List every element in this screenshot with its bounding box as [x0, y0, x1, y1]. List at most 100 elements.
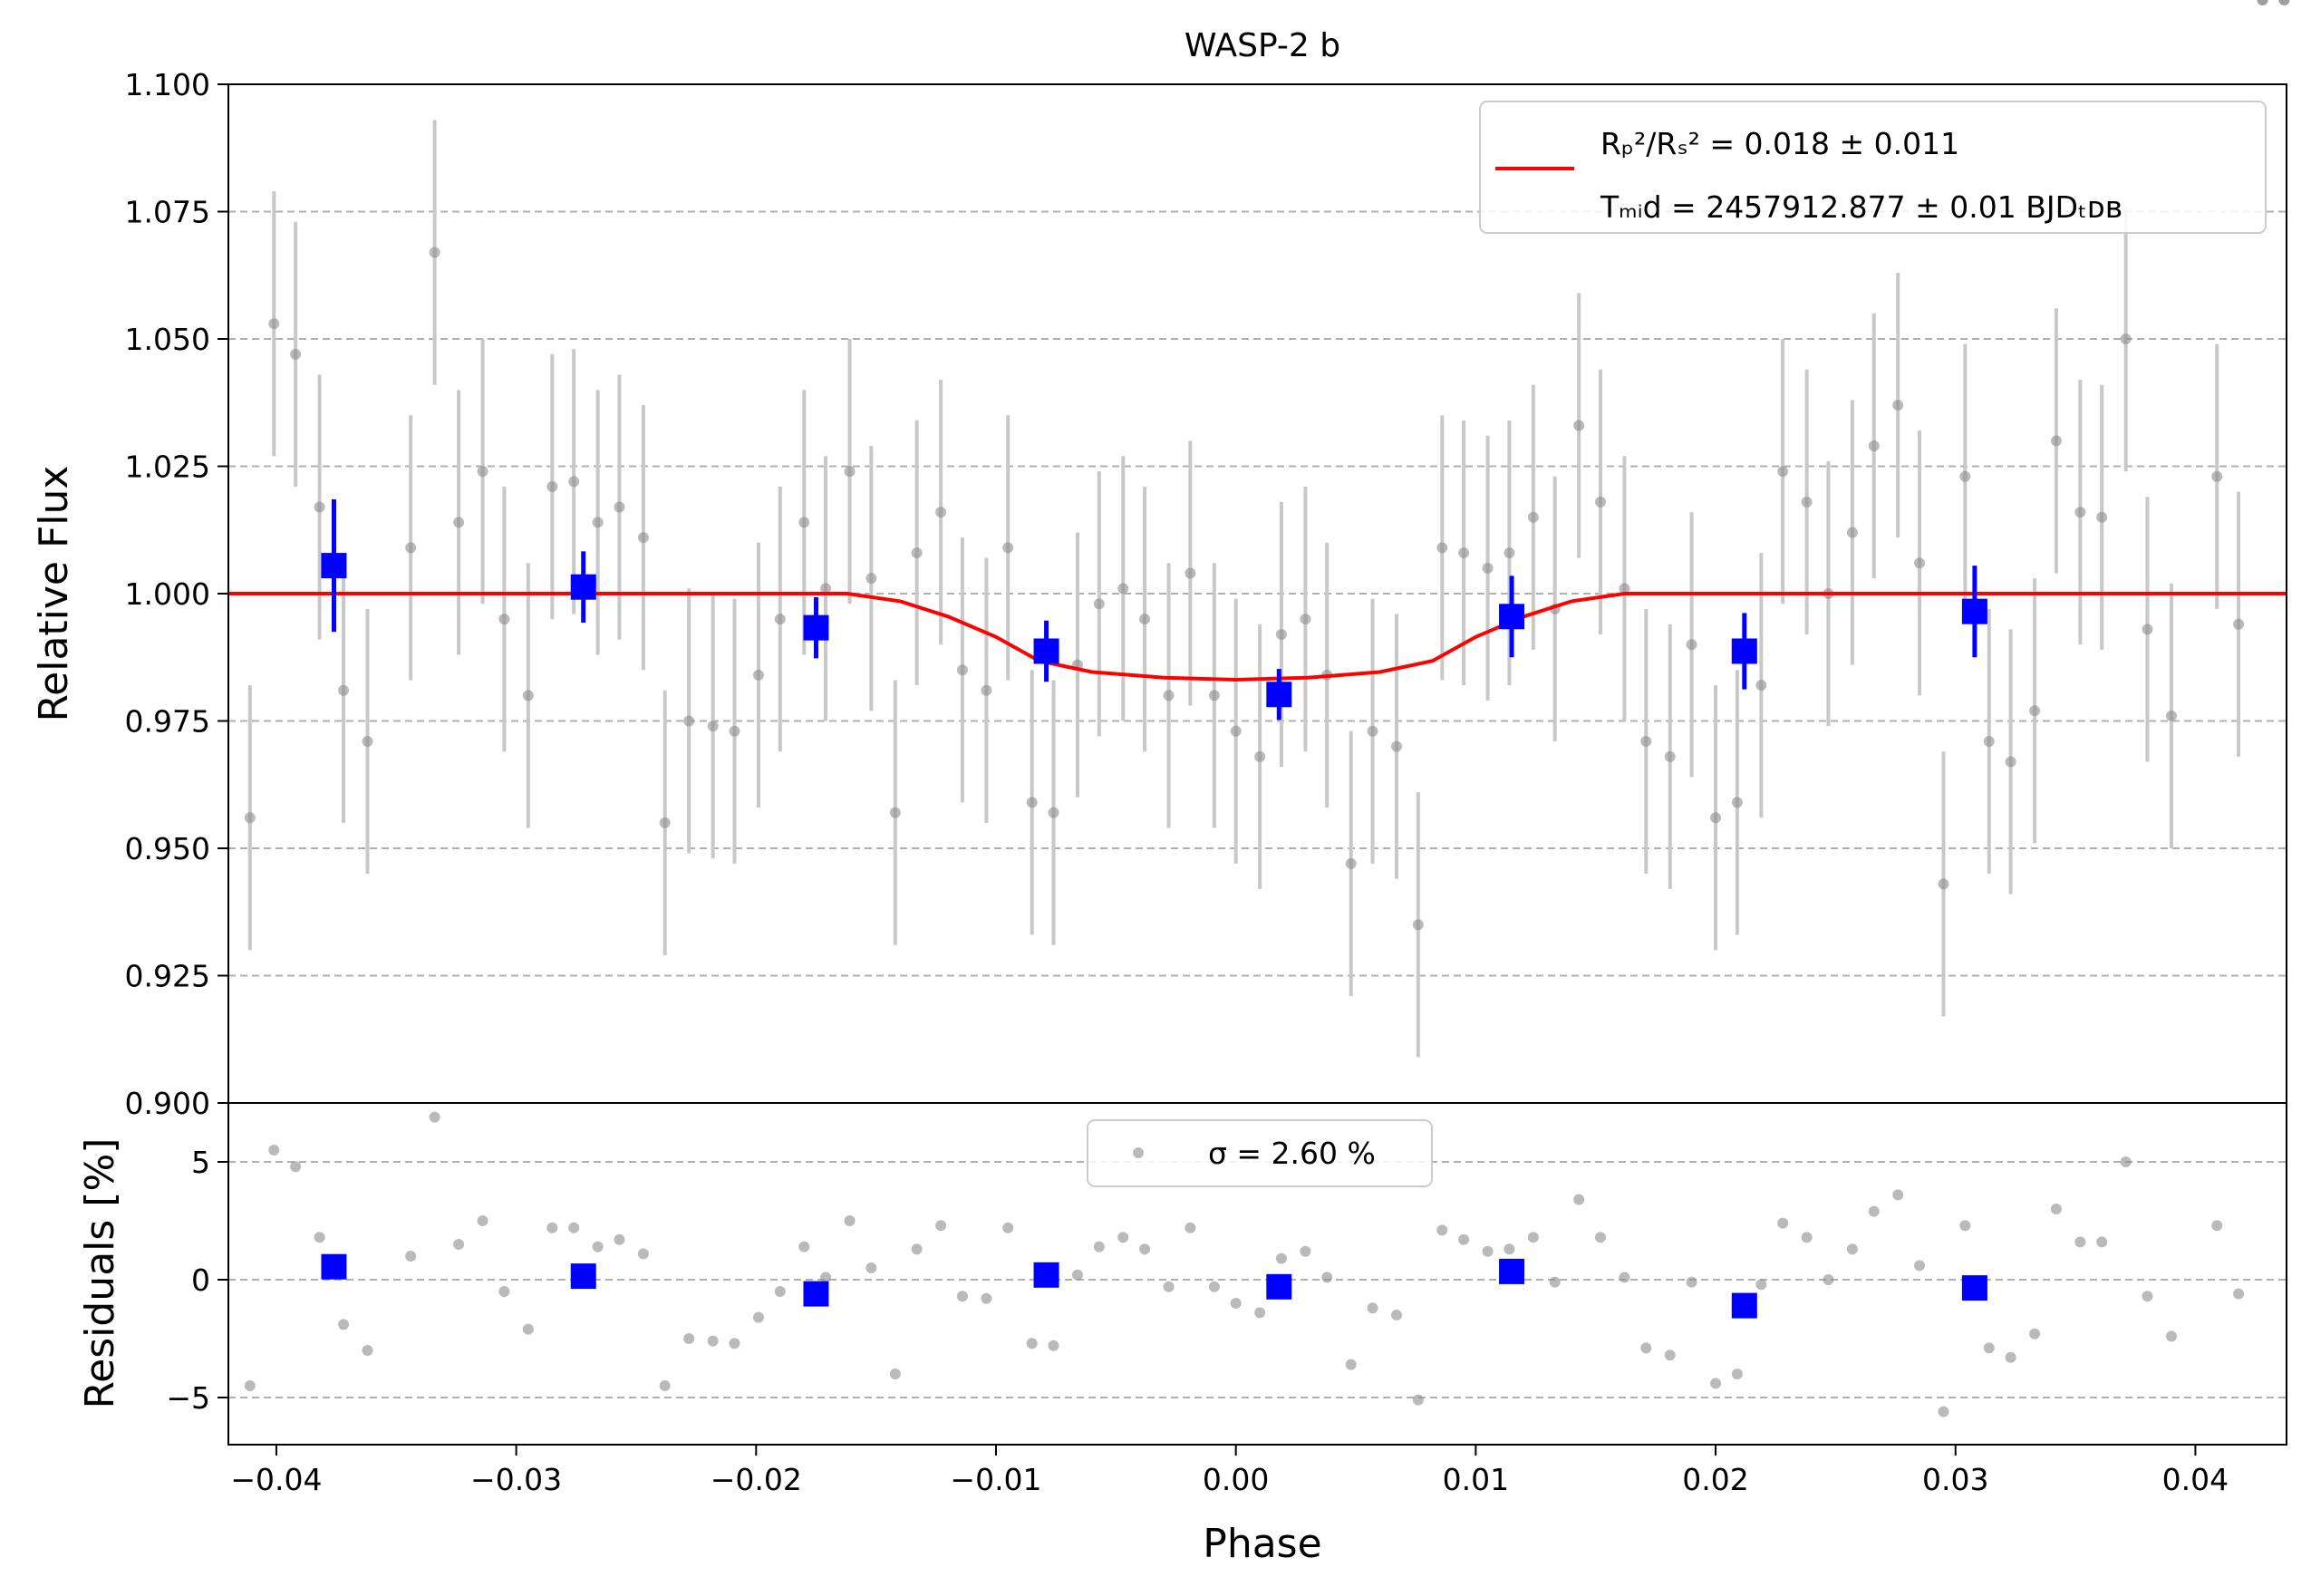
residual-raw-point [1892, 1189, 1904, 1201]
flux-raw-point [2120, 334, 2132, 344]
flux-raw-point [798, 517, 810, 528]
flux-raw-point [244, 812, 256, 824]
flux-legend-box [1479, 101, 2267, 234]
residual-raw-point [1777, 1217, 1789, 1229]
flux-binned-point [1499, 604, 1525, 630]
flux-y-axis-label: Relative Flux [31, 466, 77, 722]
residual-raw-point [1482, 1245, 1494, 1257]
residual-raw-point [2096, 1236, 2108, 1248]
residual-raw-point [1868, 1205, 1880, 1217]
residual-raw-point [1345, 1359, 1357, 1370]
flux-raw-point [268, 318, 280, 330]
flux-raw-point [568, 476, 580, 488]
x-tick-label: −0.02 [711, 1462, 802, 1497]
flux-raw-point [981, 684, 992, 696]
residual-raw-point [1208, 1281, 1220, 1292]
flux-raw-point [2233, 618, 2245, 630]
flux-raw-point [314, 501, 325, 513]
residuals-binned-points [321, 1253, 1987, 1319]
flux-raw-point [752, 669, 764, 681]
residual-binned-point [321, 1253, 347, 1280]
flux-raw-point [1185, 567, 1196, 579]
flux-raw-point [637, 532, 649, 544]
residual-raw-point [1163, 1281, 1175, 1292]
flux-y-tick-label: 0.900 [125, 1086, 210, 1121]
residual-raw-point [1549, 1276, 1561, 1288]
flux-raw-point [1002, 542, 1014, 554]
residual-raw-point [2029, 1328, 2041, 1340]
flux-raw-point [290, 348, 302, 360]
flux-raw-point [1504, 547, 1515, 559]
residual-raw-point [1254, 1307, 1266, 1319]
flux-binned-points [321, 499, 1987, 721]
residual-raw-point [1731, 1369, 1743, 1379]
residual-raw-point [729, 1338, 740, 1349]
residual-raw-point [820, 1272, 832, 1283]
flux-raw-point [1412, 919, 1424, 931]
x-tick-label: −0.03 [470, 1462, 562, 1497]
flux-raw-point [707, 721, 719, 732]
flux-raw-point [911, 547, 923, 559]
residual-raw-point [314, 1232, 325, 1243]
flux-y-tick-label: 0.975 [125, 704, 210, 740]
residual-raw-point [1026, 1338, 1038, 1349]
residual-raw-point [2074, 1236, 2086, 1248]
flux-binned-point [803, 614, 829, 641]
chart-title: WASP-2 b [1185, 27, 1340, 64]
residuals-panel: −5 0 5 Residuals [%] σ = 2.60 % −0.04 −0.03… [77, 0, 2290, 1567]
flux-raw-point [1436, 542, 1448, 554]
flux-raw-point [362, 735, 373, 747]
flux-raw-point [683, 715, 695, 727]
residual-raw-point [1983, 1342, 1995, 1354]
flux-raw-point [1801, 496, 1813, 508]
flux-raw-point [546, 480, 558, 492]
residual-raw-point [1139, 1243, 1151, 1255]
residual-raw-point [1619, 1272, 1630, 1283]
residuals-legend: σ = 2.60 % [1087, 1119, 1433, 1187]
flux-raw-point [453, 517, 465, 528]
flux-raw-point [1664, 750, 1676, 762]
flux-raw-point [614, 501, 625, 513]
residual-raw-point [683, 1333, 695, 1344]
residual-raw-point [546, 1222, 558, 1233]
residual-raw-point [477, 1215, 488, 1226]
residual-raw-point [956, 1291, 968, 1302]
residual-raw-point [2005, 1351, 2016, 1363]
residual-raw-point [1823, 1274, 1834, 1285]
flux-raw-point [956, 664, 968, 676]
residual-raw-point [1002, 1222, 1014, 1233]
flux-raw-point [477, 466, 488, 478]
flux-raw-point [338, 684, 350, 696]
residual-raw-point [405, 1251, 417, 1262]
residual-raw-point [752, 1311, 764, 1323]
residuals-axes-frame [227, 1102, 2287, 1446]
flux-y-tick-label: 1.000 [125, 576, 210, 612]
residual-binned-point [1033, 1262, 1059, 1288]
residual-raw-point [865, 1262, 877, 1273]
residual-raw-point [244, 1380, 256, 1391]
flux-raw-point [774, 614, 786, 625]
residual-raw-point [774, 1286, 786, 1297]
legend-mid-transit-time: Tₘᵢd = 2457912.877 ± 0.01 BJDₜᴅʙ [1600, 189, 2122, 225]
flux-raw-point [1458, 547, 1470, 559]
residual-binned-point [1266, 1273, 1292, 1300]
residual-raw-point [1846, 1243, 1858, 1255]
residual-raw-point [1801, 1232, 1813, 1243]
flux-raw-point [1139, 614, 1151, 625]
legend-residual-marker [1133, 1147, 1144, 1158]
residual-raw-point [889, 1369, 901, 1379]
flux-y-tick-label: 0.950 [125, 831, 210, 866]
flux-raw-point [2050, 435, 2062, 447]
residual-raw-point [1938, 1406, 1949, 1417]
flux-y-tick-label: 1.050 [125, 322, 210, 357]
flux-y-ticks: 0.900 0.925 0.950 0.975 1.000 1.025 1.050 1.075… [125, 67, 228, 1121]
flux-y-tick-label: 1.025 [125, 450, 210, 485]
flux-raw-point [2096, 511, 2108, 523]
flux-raw-point [2005, 756, 2016, 768]
flux-raw-point [1026, 797, 1038, 808]
residual-raw-point [1686, 1276, 1697, 1288]
residual-raw-point [1071, 1269, 1083, 1281]
flux-binned-point [1266, 682, 1292, 708]
x-tick-label: 0.00 [1203, 1462, 1269, 1497]
